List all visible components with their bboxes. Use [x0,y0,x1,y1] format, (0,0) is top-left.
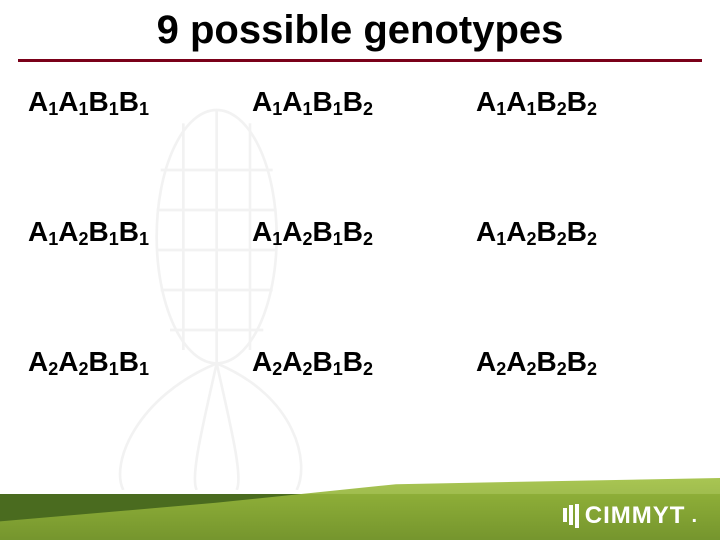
logo: CIMMYT. [563,502,698,530]
logo-mark-icon [563,504,579,528]
page-title: 9 possible genotypes [149,8,572,55]
genotype-cell: A2A2B2B2 [472,340,696,470]
title-underline [18,59,702,62]
genotype-cell: A1A2B1B1 [24,210,248,340]
genotype-cell: A1A2B2B2 [472,210,696,340]
genotype-cell: A1A2B1B2 [248,210,472,340]
title-container: 9 possible genotypes [0,0,720,55]
logo-dot: . [691,505,698,528]
genotype-cell: A1A1B1B1 [24,80,248,210]
footer: CIMMYT. [0,478,720,540]
genotype-cell: A1A1B2B2 [472,80,696,210]
genotype-cell: A1A1B1B2 [248,80,472,210]
genotype-cell: A2A2B1B2 [248,340,472,470]
logo-text: CIMMYT [585,502,686,530]
genotype-grid: A1A1B1B1A1A1B1B2A1A1B2B2 A1A2B1B1A1A2B1B2… [24,80,696,470]
genotype-cell: A2A2B1B1 [24,340,248,470]
